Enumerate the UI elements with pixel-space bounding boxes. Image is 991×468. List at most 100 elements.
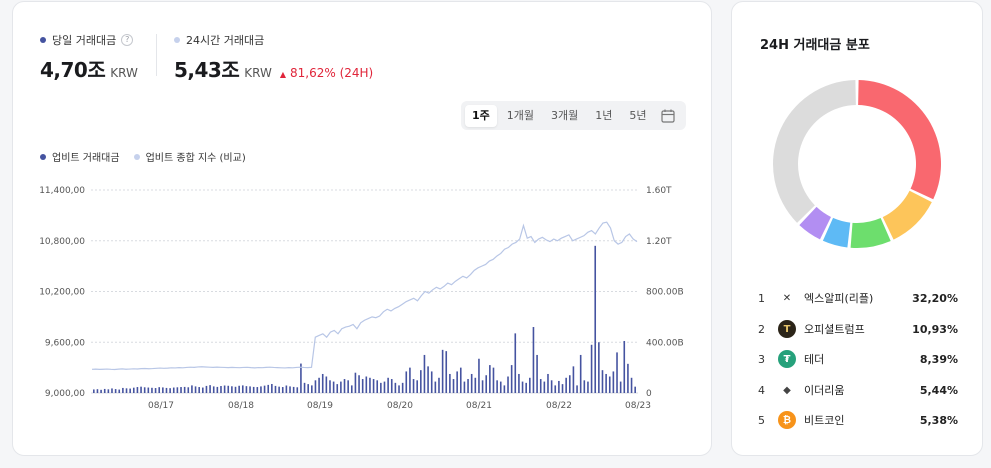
legend-volume-dot: [40, 153, 46, 160]
h24-volume-stat: 24시간 거래대금 5,43조 KRW ▲ 81,62% (24H): [174, 32, 373, 83]
volume-bar: [187, 387, 190, 393]
volume-bar: [314, 380, 317, 393]
distribution-title: 24H 거래대금 분포: [760, 38, 870, 53]
volume-bar: [271, 383, 273, 393]
donut-segment[interactable]: [773, 80, 856, 223]
volume-bar: [376, 380, 379, 393]
volume-bar: [176, 387, 179, 393]
rank-row[interactable]: 2 T 오피셜트럼프 10,93%: [758, 318, 958, 340]
y-left-tick: 10,200,00: [39, 288, 85, 298]
rank-row[interactable]: 1 ✕ 엑스알피(리플) 32,20%: [758, 287, 958, 309]
volume-bar: [547, 373, 549, 393]
volume-bar: [300, 363, 302, 393]
today-dot: [40, 37, 46, 43]
donut-segment[interactable]: [882, 190, 932, 240]
volume-bar: [238, 385, 240, 393]
volume-bar: [489, 365, 491, 393]
rank-row[interactable]: 5 ₿ 비트코인 5,38%: [758, 409, 958, 431]
volume-bar: [612, 371, 615, 393]
volume-bar: [598, 342, 600, 393]
tab-5y[interactable]: 5년: [629, 108, 647, 122]
volume-bar: [434, 381, 437, 393]
volume-bar: [627, 363, 629, 393]
volume-bar: [318, 377, 320, 393]
volume-bar: [463, 381, 466, 393]
donut-segment[interactable]: [822, 217, 851, 248]
tab-1m[interactable]: 1개월: [506, 108, 535, 122]
volume-bar: [321, 373, 324, 393]
y-right-tick: 1.20T: [646, 237, 672, 247]
coin-name: 엑스알피(리플): [804, 292, 874, 305]
volume-bar: [267, 384, 270, 393]
volume-bar: [231, 386, 233, 393]
volume-bar: [550, 380, 553, 393]
volume-bar: [340, 381, 342, 393]
volume-bar: [481, 380, 484, 393]
rank-row[interactable]: 3 ₮ 테더 8,39%: [758, 348, 958, 370]
x-tick: 08/21: [466, 401, 492, 411]
volume-chart: 11,400,00 1.60T 10,800,00 1.20T 10,200,00 800…: [39, 186, 683, 411]
volume-bar: [332, 381, 335, 393]
volume-bar: [281, 387, 284, 393]
donut-segment[interactable]: [850, 218, 891, 248]
index-line: [91, 221, 638, 371]
volume-bar: [329, 380, 331, 393]
coin-percent: 32,20%: [912, 291, 958, 305]
volume-bar: [140, 386, 142, 393]
volume-bar: [107, 389, 110, 393]
volume-bar: [485, 375, 488, 393]
volume-bar: [601, 370, 604, 393]
volume-bar: [576, 385, 578, 393]
volume-bar: [416, 380, 418, 393]
volume-bar: [470, 373, 473, 393]
rank-number: 1: [758, 291, 765, 305]
x-tick: 08/18: [228, 401, 254, 411]
h24-value: 5,43조: [174, 58, 240, 82]
volume-bar: [361, 379, 364, 393]
distribution-donut: [773, 80, 941, 248]
volume-bar: [579, 354, 582, 393]
legend-volume[interactable]: 업비트 거래대금: [40, 149, 120, 164]
legend-volume-label: 업비트 거래대금: [52, 153, 120, 164]
volume-bar: [543, 381, 546, 393]
coin-name: 테더: [804, 353, 825, 366]
volume-bar: [289, 386, 291, 393]
rank-row[interactable]: 4 ◆ 이더리움 5,44%: [758, 379, 958, 401]
volume-bar: [118, 389, 121, 393]
volume-bar: [394, 382, 397, 393]
tab-1y[interactable]: 1년: [595, 108, 613, 122]
volume-bar: [630, 377, 633, 393]
tab-3m[interactable]: 3개월: [551, 108, 579, 122]
up-triangle-icon: ▲: [279, 70, 286, 79]
distribution-card: 24H 거래대금 분포 1 ✕ 엑스알피(리플) 32,20% 2 T 오피셜트럼프 10,9…: [731, 1, 983, 456]
volume-bar: [241, 385, 244, 393]
help-icon[interactable]: ?: [121, 34, 134, 46]
calendar-icon[interactable]: [660, 108, 676, 124]
volume-bar: [358, 375, 360, 393]
volume-bar: [114, 389, 117, 393]
volume-bar: [532, 327, 535, 393]
volume-bar: [420, 370, 422, 393]
x-tick: 08/20: [387, 401, 413, 411]
volume-bar: [456, 371, 458, 393]
rank-number: 4: [758, 383, 765, 397]
legend-index[interactable]: 업비트 종합 지수 (비교): [133, 149, 246, 164]
volume-bar: [507, 376, 509, 393]
coin-name: 비트코인: [804, 414, 845, 427]
tab-1w[interactable]: 1주: [465, 104, 497, 127]
today-unit: KRW: [110, 66, 138, 80]
coin-name: 이더리움: [804, 384, 845, 397]
donut-segment[interactable]: [799, 206, 831, 240]
volume-bar: [369, 377, 371, 393]
volume-bar: [583, 380, 586, 393]
volume-bar: [430, 371, 433, 393]
volume-bar: [223, 385, 226, 393]
y-left-tick: 9,600,00: [45, 338, 85, 348]
volume-bar: [590, 344, 593, 393]
rank-number: 2: [758, 322, 765, 336]
y-left-tick: 10,800,00: [39, 237, 85, 247]
volume-bar: [296, 387, 299, 393]
donut-segment[interactable]: [858, 80, 941, 200]
volume-bar: [568, 375, 571, 393]
volume-bar: [459, 367, 462, 394]
